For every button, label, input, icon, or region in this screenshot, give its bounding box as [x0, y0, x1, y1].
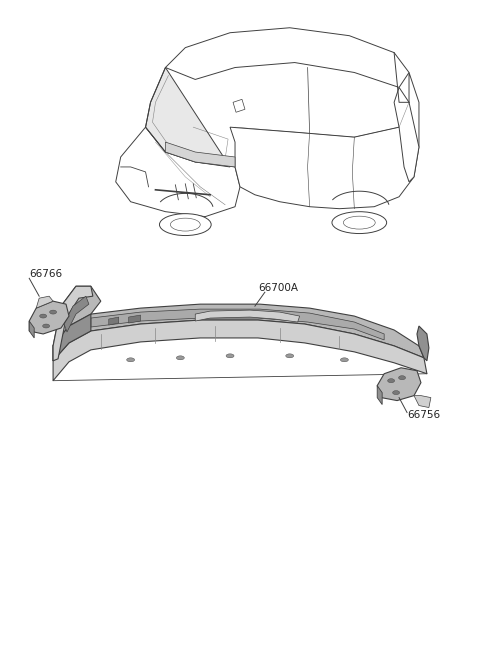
Polygon shape [377, 368, 421, 401]
Ellipse shape [43, 324, 49, 328]
Ellipse shape [343, 216, 375, 229]
Ellipse shape [170, 218, 200, 231]
Ellipse shape [226, 354, 234, 358]
Polygon shape [377, 386, 382, 405]
Polygon shape [36, 297, 53, 308]
Ellipse shape [286, 354, 294, 358]
Polygon shape [109, 317, 119, 325]
Polygon shape [166, 28, 409, 87]
Polygon shape [417, 326, 429, 361]
Polygon shape [53, 320, 427, 380]
Ellipse shape [332, 212, 387, 234]
Ellipse shape [127, 358, 134, 362]
Polygon shape [230, 72, 419, 209]
Ellipse shape [393, 390, 399, 395]
Polygon shape [29, 301, 69, 334]
Ellipse shape [176, 356, 184, 359]
Ellipse shape [40, 314, 47, 318]
Ellipse shape [159, 214, 211, 236]
Polygon shape [29, 321, 34, 338]
Polygon shape [53, 286, 101, 346]
Polygon shape [129, 315, 141, 323]
Polygon shape [414, 396, 431, 407]
Polygon shape [195, 310, 300, 322]
Ellipse shape [388, 379, 395, 382]
Polygon shape [64, 297, 89, 332]
Polygon shape [145, 68, 230, 167]
Polygon shape [53, 286, 93, 361]
Text: 66766: 66766 [29, 270, 62, 279]
Ellipse shape [49, 310, 57, 314]
Ellipse shape [340, 358, 348, 362]
Polygon shape [53, 304, 424, 361]
Text: 66700A: 66700A [258, 283, 298, 293]
Polygon shape [233, 99, 245, 112]
Polygon shape [394, 87, 419, 182]
Ellipse shape [398, 376, 406, 380]
Text: 66756: 66756 [407, 411, 440, 420]
Polygon shape [53, 314, 91, 361]
Polygon shape [116, 127, 240, 216]
Polygon shape [166, 142, 235, 167]
Polygon shape [91, 309, 384, 340]
